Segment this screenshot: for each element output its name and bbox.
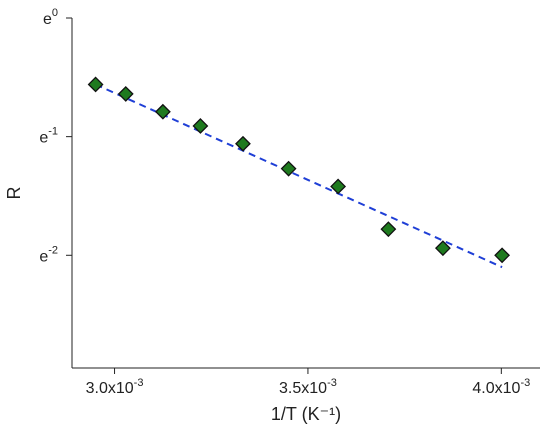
y-tick-label: e-2 <box>39 244 58 265</box>
x-tick-mantissa: 3.5x10 <box>279 380 327 397</box>
y-axis-label: R <box>4 187 24 200</box>
data-point <box>235 135 251 152</box>
y-tick-exponent: -2 <box>48 244 58 256</box>
x-tick-label: 3.0x10-3 <box>86 377 144 397</box>
x-tick-exponent: -3 <box>134 377 144 389</box>
y-axis-ticks: e0e-1e-2 <box>39 7 72 265</box>
y-tick-label: e-1 <box>39 126 58 147</box>
data-point <box>280 160 297 177</box>
y-tick-exponent: 0 <box>52 7 58 19</box>
data-point <box>192 118 209 134</box>
data-point <box>117 86 134 102</box>
y-tick-base: e <box>39 130 48 147</box>
y-tick-label: e0 <box>43 7 58 28</box>
x-tick-exponent: -3 <box>327 377 337 389</box>
data-point <box>434 240 451 257</box>
y-tick-exponent: -1 <box>48 126 58 138</box>
x-tick-label: 3.5x10-3 <box>279 377 337 397</box>
y-tick-base: e <box>39 248 48 265</box>
data-point <box>380 221 397 238</box>
x-tick-mantissa: 3.0x10 <box>86 380 134 397</box>
x-axis-ticks: 3.0x10-3 3.5x10-3 4.0x10-3 <box>86 368 530 397</box>
x-axis-label: 1/T (K⁻¹) <box>271 404 341 424</box>
x-tick-label: 4.0x10-3 <box>472 377 530 397</box>
data-point <box>154 103 171 120</box>
x-tick-mantissa: 4.0x10 <box>472 380 520 397</box>
y-tick-base: e <box>43 11 52 28</box>
data-point <box>330 178 347 195</box>
data-point <box>494 247 511 264</box>
data-points <box>87 76 511 264</box>
x-tick-exponent: -3 <box>520 377 530 389</box>
data-point <box>87 76 104 93</box>
plot-area <box>71 18 540 369</box>
